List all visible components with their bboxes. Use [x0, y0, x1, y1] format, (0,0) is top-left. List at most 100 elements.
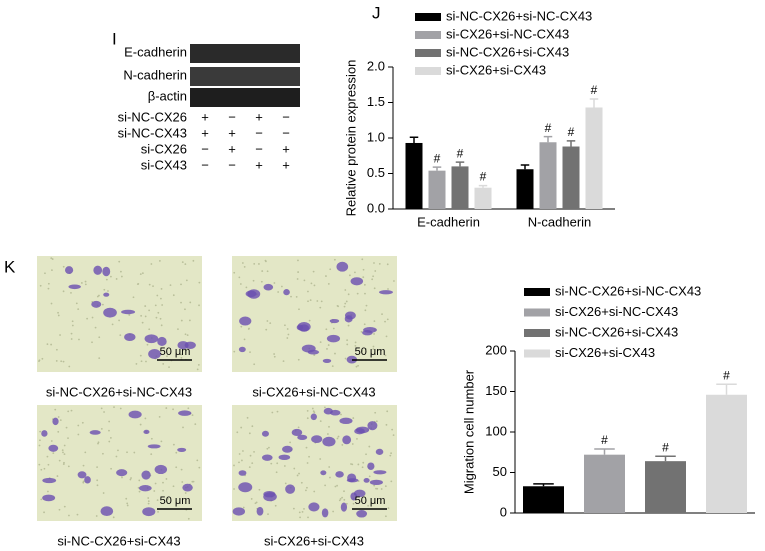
pore — [148, 283, 151, 286]
pore — [352, 502, 355, 505]
pore — [289, 441, 291, 444]
pore — [103, 288, 106, 291]
pore — [357, 463, 360, 466]
pore — [374, 270, 377, 272]
legend-label: si-NC-CX26+si-NC-CX43 — [446, 8, 592, 23]
pore — [296, 278, 299, 280]
pore — [77, 308, 80, 311]
pore — [172, 443, 175, 446]
pore — [303, 507, 305, 510]
pore — [303, 279, 306, 282]
legend-swatch — [415, 13, 441, 21]
pore — [298, 511, 301, 514]
annotation: # — [662, 440, 669, 454]
pore — [126, 502, 129, 505]
pore — [71, 320, 74, 323]
pore — [181, 261, 184, 264]
cell — [238, 346, 246, 353]
pore — [240, 325, 243, 328]
cell — [301, 344, 316, 353]
cell — [375, 448, 384, 455]
pore — [325, 328, 328, 331]
pore — [147, 500, 150, 503]
cell — [103, 307, 117, 318]
pore — [243, 265, 246, 268]
pore — [277, 291, 280, 293]
pore — [58, 508, 61, 511]
cell — [285, 484, 296, 494]
pore — [60, 360, 63, 363]
pore — [344, 302, 347, 305]
pore — [347, 324, 350, 327]
pore — [128, 313, 131, 316]
cell — [52, 417, 59, 426]
cell — [336, 261, 349, 272]
pore — [373, 287, 376, 290]
pore — [46, 343, 49, 346]
pore — [280, 285, 283, 288]
micrograph-caption: si-CX26+si-CX43 — [264, 533, 364, 548]
pore — [386, 263, 389, 266]
cell — [308, 502, 320, 512]
pore — [324, 484, 327, 487]
pore — [147, 497, 150, 499]
pore — [319, 341, 322, 344]
pore — [273, 282, 276, 284]
sign: − — [255, 141, 263, 156]
pore — [245, 286, 248, 289]
pore — [266, 320, 269, 322]
pore — [97, 442, 99, 445]
pore — [70, 332, 73, 335]
pore — [198, 304, 200, 307]
pore — [319, 458, 322, 460]
pore — [41, 357, 44, 360]
pore — [94, 326, 97, 329]
cell — [121, 309, 136, 315]
pore — [50, 302, 53, 305]
pore — [141, 272, 144, 275]
pore — [198, 466, 201, 469]
pore — [252, 279, 255, 282]
cell — [322, 436, 336, 447]
pore — [168, 366, 170, 369]
error-bar — [478, 184, 488, 188]
pore — [339, 498, 342, 500]
pore — [387, 507, 390, 510]
pore — [40, 468, 43, 471]
pore — [286, 328, 289, 330]
y-tick-label: 0.0 — [367, 200, 385, 215]
pore — [264, 259, 267, 262]
pore — [336, 304, 339, 307]
legend-swatch — [524, 308, 550, 317]
pore — [160, 287, 163, 290]
cell — [245, 290, 257, 298]
panel-label: I — [112, 29, 117, 48]
pore — [165, 407, 168, 409]
cell — [48, 444, 59, 452]
pore — [381, 313, 383, 315]
legend-label: si-CX26+si-CX43 — [555, 345, 655, 360]
cell — [182, 483, 193, 492]
cell — [346, 478, 359, 483]
condition-label: si-NC-CX26 — [118, 109, 187, 124]
pore — [378, 263, 381, 265]
cell — [142, 507, 156, 517]
pore — [297, 426, 300, 429]
annotation: # — [601, 433, 608, 447]
pore — [384, 515, 387, 518]
cell — [256, 506, 264, 516]
cell — [283, 289, 290, 296]
pore — [313, 490, 316, 493]
pore — [338, 499, 341, 502]
pore — [248, 432, 251, 435]
pore — [117, 449, 119, 452]
cell — [323, 407, 333, 415]
pore — [108, 420, 111, 423]
pore — [287, 333, 290, 336]
pore — [38, 463, 41, 466]
pore — [393, 280, 395, 282]
legend-label: si-NC-CX26+si-CX43 — [446, 44, 569, 59]
cell — [369, 479, 383, 486]
y-tick-label: 0 — [500, 504, 507, 519]
pore — [108, 440, 111, 443]
